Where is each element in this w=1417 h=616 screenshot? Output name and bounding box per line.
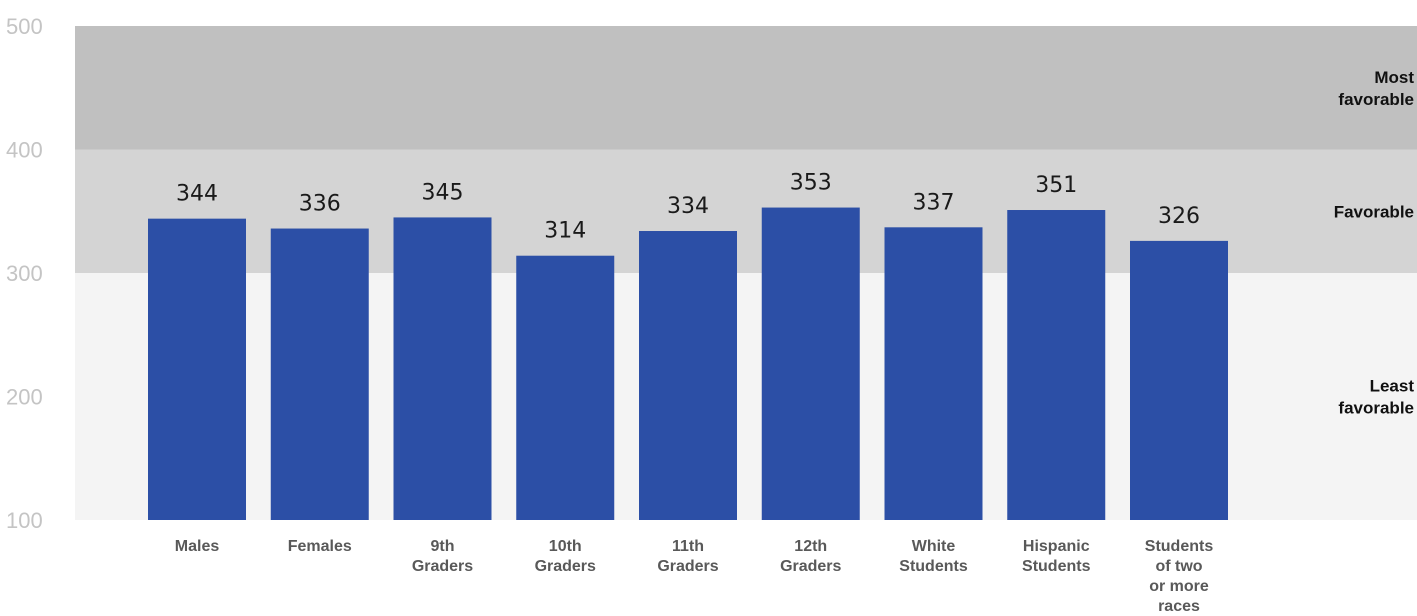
bar	[393, 217, 492, 521]
y-tick-label: 100	[6, 508, 43, 533]
bar	[1007, 210, 1106, 520]
data-label: 353	[790, 171, 832, 196]
y-tick-label: 500	[6, 14, 43, 39]
bar	[270, 228, 369, 521]
bar	[1130, 240, 1228, 520]
data-label: 351	[1035, 173, 1077, 198]
band-labels: Least favorable Favorable Most favorable	[1334, 68, 1415, 418]
band-label-1: Favorable	[1334, 202, 1414, 221]
x-axis: Males Females 9th Graders 10th Graders 11th Gra…	[175, 538, 1214, 615]
data-label: 344	[176, 182, 218, 207]
bar	[639, 231, 737, 520]
x-tick-label: 12th Graders	[780, 538, 841, 575]
x-tick-label: 9th Graders	[412, 538, 473, 575]
band-2	[75, 26, 1417, 150]
data-label: 326	[1158, 204, 1200, 229]
data-labels: 344 336 345 314 334 353 337 351 326	[176, 171, 1200, 244]
bar	[761, 207, 860, 521]
x-tick-label: Females	[288, 538, 352, 555]
y-tick-label: 300	[6, 261, 43, 286]
bar	[884, 227, 983, 520]
x-tick-label: White Students	[899, 538, 968, 575]
bars	[148, 207, 1228, 521]
data-label: 334	[667, 194, 709, 219]
y-tick-label: 200	[6, 385, 43, 410]
bar	[148, 218, 246, 520]
x-tick-label: Males	[175, 538, 220, 555]
band-label-2: Most favorable	[1338, 68, 1414, 109]
bar	[516, 255, 615, 520]
band-label-0: Least favorable	[1338, 377, 1414, 418]
data-label: 314	[544, 219, 586, 244]
x-tick-label: 11th Graders	[657, 538, 718, 575]
x-tick-label: Students of two or more races	[1145, 538, 1214, 615]
x-tick-label: Hispanic Students	[1022, 538, 1091, 575]
data-label: 337	[913, 190, 955, 215]
y-tick-label: 400	[6, 138, 43, 163]
data-label: 336	[299, 192, 341, 217]
x-tick-label: 10th Graders	[535, 538, 596, 575]
y-axis: 100 200 300 400 500	[6, 14, 43, 533]
data-label: 345	[422, 180, 464, 205]
